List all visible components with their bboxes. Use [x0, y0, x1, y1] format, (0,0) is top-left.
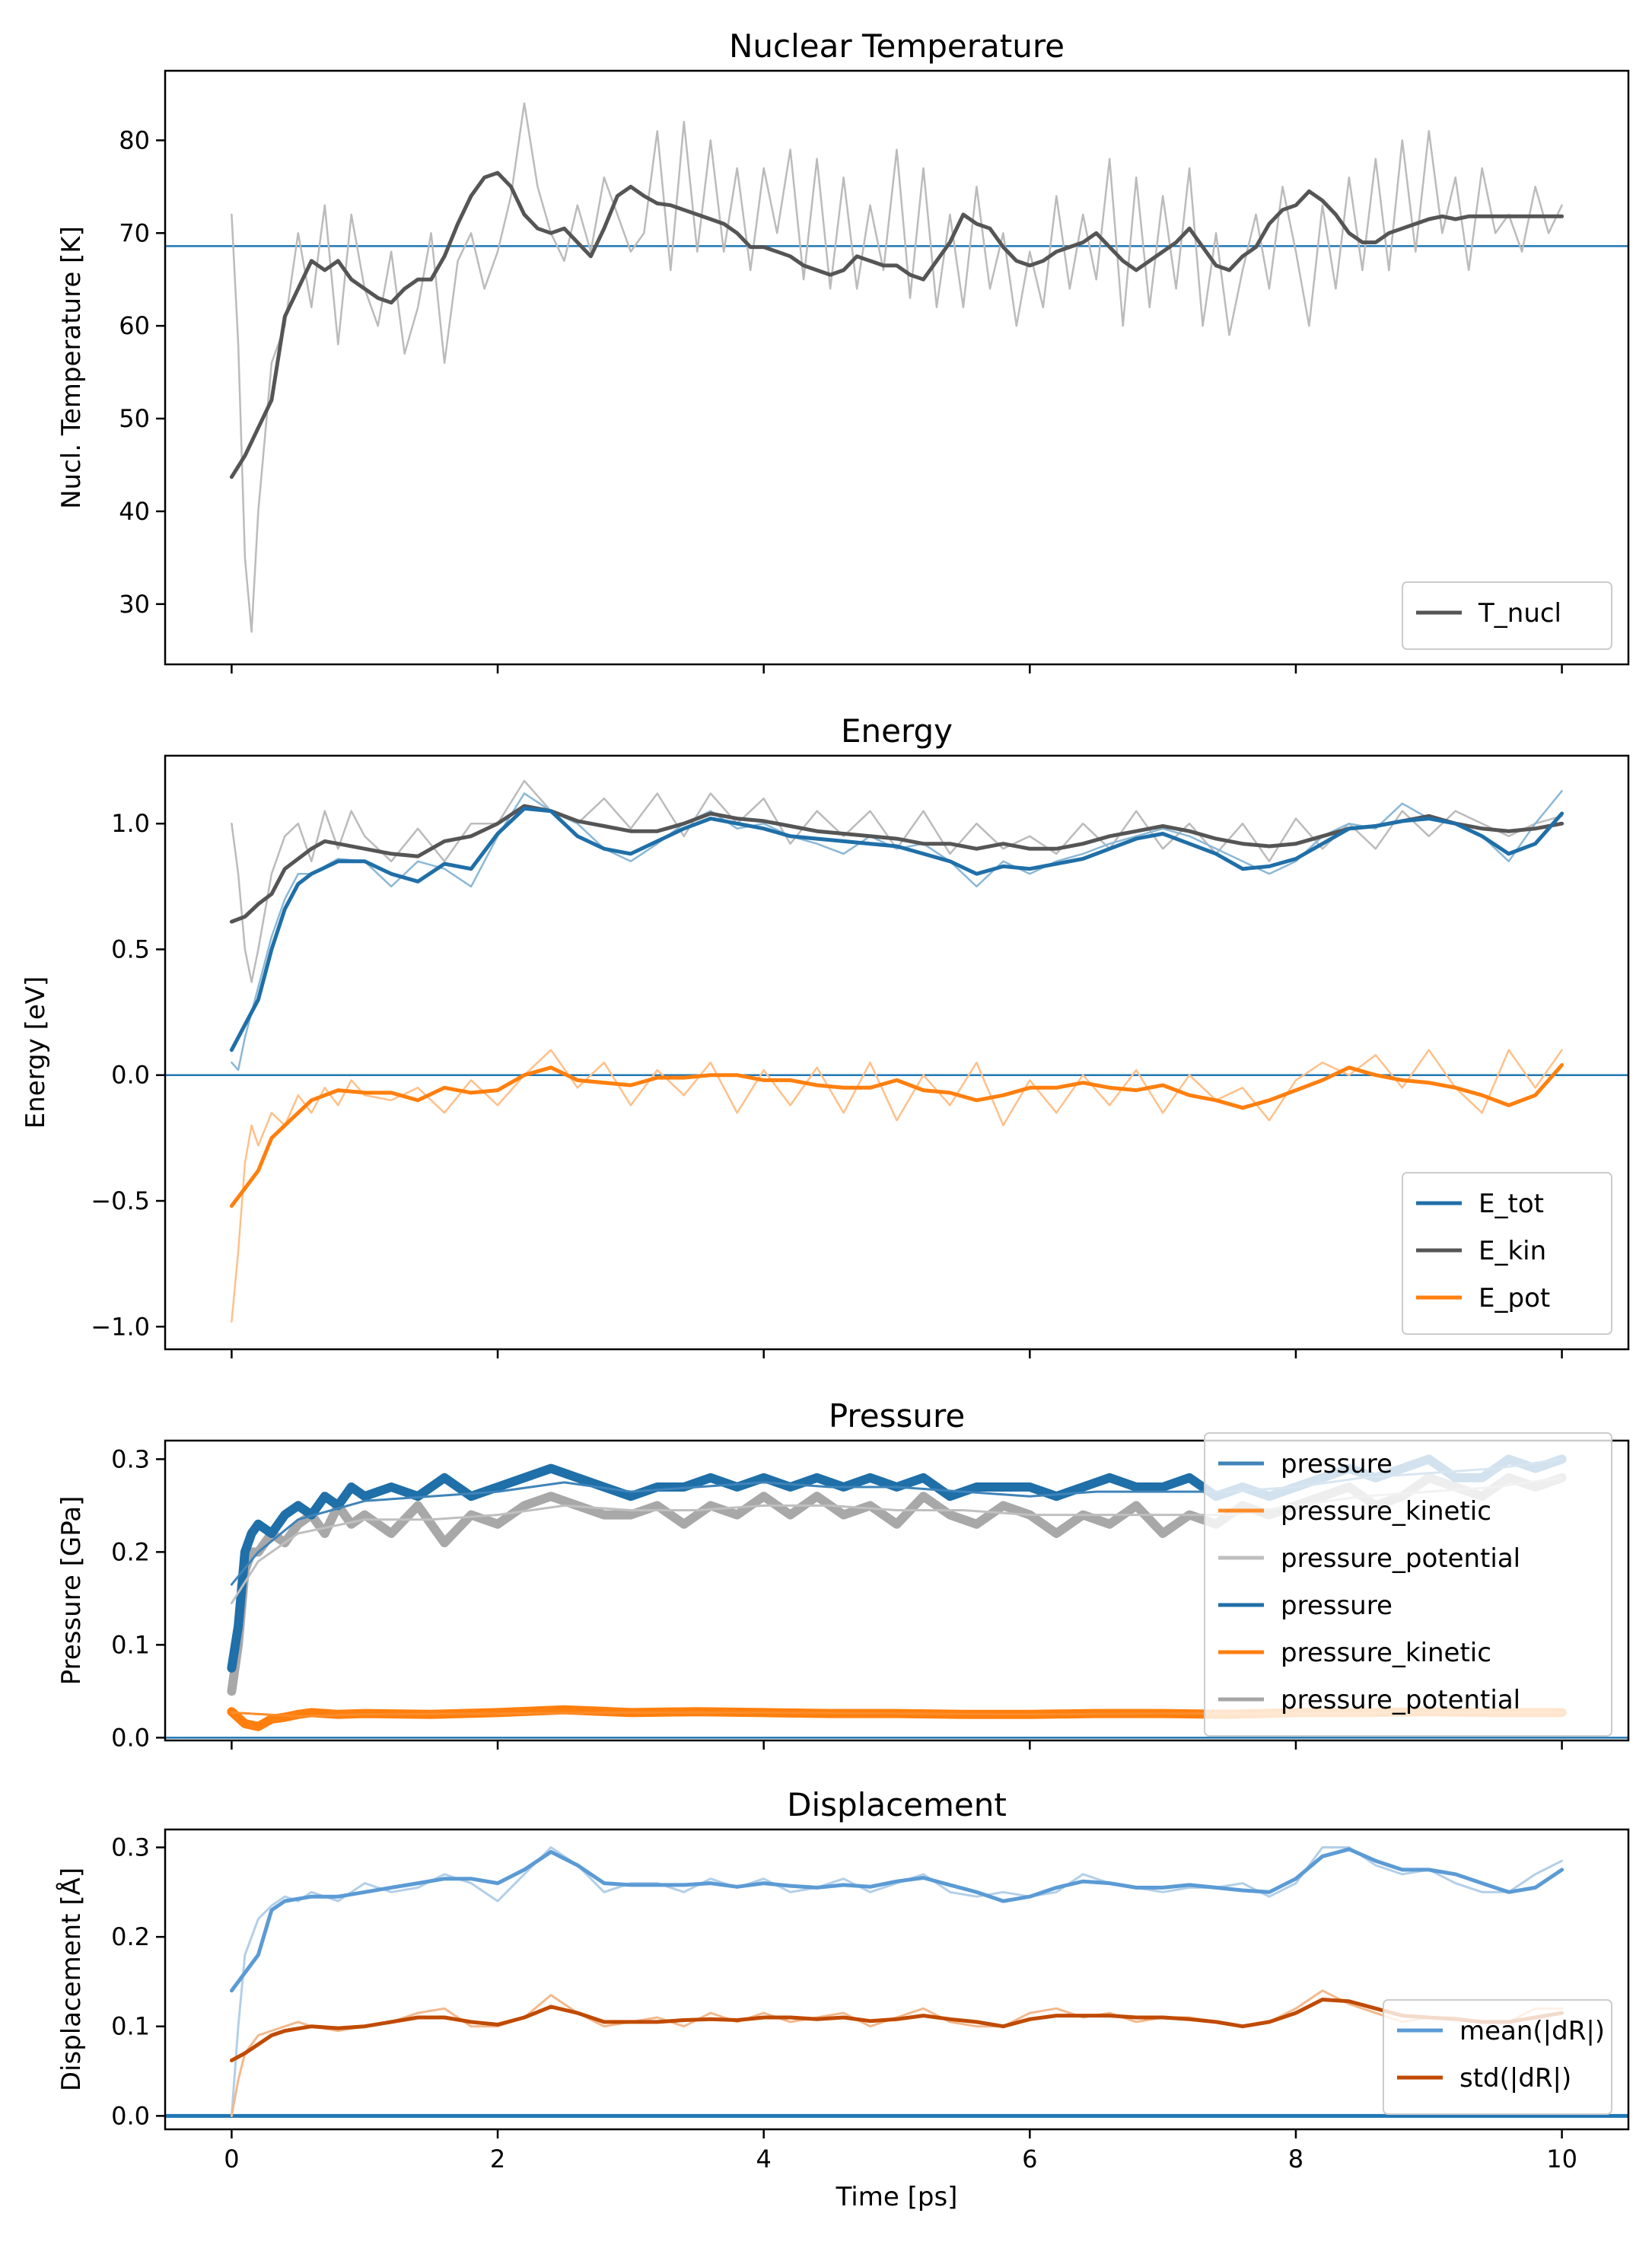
chart-title: Displacement: [787, 1786, 1007, 1823]
y-tick-label: 50: [119, 404, 150, 433]
legend: pressure pressure_kinetic pressure_potenti…: [1204, 1432, 1612, 1737]
chart-title: Nuclear Temperature: [729, 27, 1065, 65]
plot-area: [165, 71, 1628, 664]
plot-frame: [164, 1439, 1630, 1742]
legend-box: [1402, 1172, 1612, 1335]
y-axis-label: Nucl. Temperature [K]: [56, 226, 87, 509]
legend-label: E_tot: [1479, 1189, 1544, 1219]
legend-box: [1402, 581, 1612, 650]
y-tick-label: 0.0: [111, 1061, 150, 1090]
legend-label: pressure: [1281, 1449, 1393, 1479]
chart-title: Energy: [841, 712, 953, 750]
x-tick-label: 8: [1288, 2145, 1303, 2173]
y-tick-label: 70: [119, 218, 150, 247]
series-t-nucl-raw: [231, 102, 1563, 633]
x-tick-label: 6: [1022, 2145, 1037, 2173]
y-tick-label: 40: [119, 497, 150, 526]
y-tick-label: 1.0: [111, 809, 150, 838]
x-tick-label: 2: [490, 2145, 505, 2173]
plot-frame: [164, 69, 1630, 666]
y-axis-label: Pressure [GPa]: [56, 1496, 87, 1686]
legend-label: pressure_potential: [1281, 1685, 1520, 1715]
panel-0: 30 40 50 60 70 80 Nuclear Temperature Nucl. Tem…: [56, 27, 1630, 674]
legend-label: pressure_kinetic: [1281, 1496, 1491, 1527]
y-tick-label: 60: [119, 311, 150, 340]
legend-label: std(|dR|): [1459, 2063, 1571, 2094]
legend-label: pressure_potential: [1281, 1543, 1520, 1574]
series-e-tot-smoothed: [229, 806, 1564, 1052]
legend-label: pressure: [1281, 1591, 1393, 1621]
series-std-dr--smoothed: [229, 1998, 1564, 2062]
y-tick-label: 0.0: [111, 2101, 150, 2130]
y-tick-label: 0.0: [111, 1723, 150, 1752]
legend: T_nucl: [1402, 581, 1612, 650]
series-e-kin-smoothed: [229, 804, 1564, 924]
plot-frame: [164, 1828, 1630, 2131]
legend-box: [1204, 1432, 1612, 1737]
y-tick-label: 80: [119, 126, 150, 154]
y-tick-label: 30: [119, 590, 150, 619]
y-tick-label: 0.3: [111, 1444, 150, 1473]
y-tick-label: 0.2: [111, 1922, 150, 1951]
series-t-nucl-smoothed: [229, 170, 1564, 479]
chart-title: Pressure: [829, 1397, 965, 1435]
y-tick-label: −0.5: [91, 1186, 150, 1215]
y-tick-label: 0.3: [111, 1833, 150, 1862]
legend-label: E_pot: [1479, 1283, 1550, 1314]
y-tick-label: 0.1: [111, 2012, 150, 2041]
plot-frame: [164, 754, 1630, 1351]
legend-label: T_nucl: [1478, 598, 1561, 629]
x-axis-label: Time [ps]: [836, 2182, 958, 2212]
series-e-pot-smoothed: [229, 1063, 1564, 1208]
y-tick-label: 0.2: [111, 1537, 150, 1566]
series-mean-dr--raw: [230, 1846, 1564, 2117]
legend: mean(|dR|) std(|dR|): [1383, 1999, 1612, 2115]
x-tick-label: 10: [1546, 2145, 1577, 2173]
x-tick-label: 4: [756, 2145, 772, 2173]
y-axis-label: Energy [eV]: [21, 976, 51, 1129]
series-e-pot-raw: [231, 1049, 1563, 1323]
series-mean-dr--smoothed: [229, 1847, 1564, 1993]
y-tick-label: −1.0: [91, 1312, 150, 1341]
panel-3: 0 2 4 6 8 10 0.0 0.1 0.2 0.3 Displacement Displacem…: [56, 1786, 1630, 2212]
x-tick-label: 0: [224, 2145, 239, 2173]
y-tick-label: 0.1: [111, 1630, 150, 1659]
y-axis-label: Displacement [Å]: [56, 1868, 87, 2091]
legend-label: mean(|dR|): [1459, 2016, 1605, 2046]
panel-2: 0.0 0.1 0.2 0.3 Pressure Pressure [GPa] pressu…: [56, 1397, 1630, 1752]
legend: E_tot E_kin E_pot: [1402, 1172, 1612, 1335]
legend-label: pressure_kinetic: [1281, 1638, 1491, 1668]
y-tick-label: 0.5: [111, 935, 150, 963]
legend-label: E_kin: [1479, 1236, 1546, 1266]
